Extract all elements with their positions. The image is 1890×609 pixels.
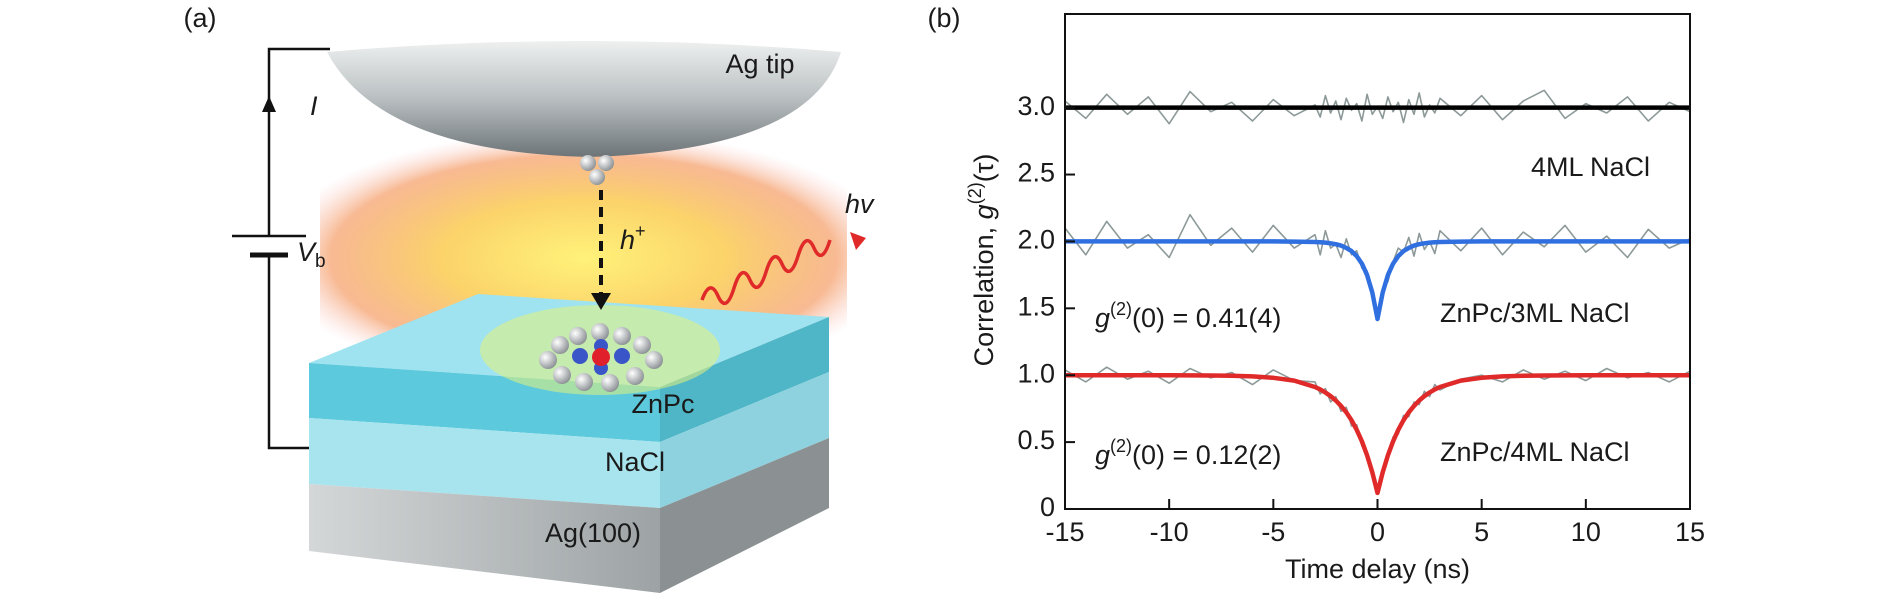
annotation: ZnPc/4ML NaCl — [1440, 437, 1630, 467]
x-tick-label: 5 — [1474, 517, 1489, 547]
voltage-label: Vb — [297, 237, 326, 272]
side-znpc — [660, 317, 829, 442]
y-tick-label: 1.0 — [1017, 358, 1055, 388]
wire — [267, 255, 309, 450]
y-label-var: g — [969, 204, 999, 219]
y-axis-label: Correlation, g(2)(τ) — [965, 154, 999, 367]
x-tick-label: -10 — [1150, 517, 1189, 547]
annotation: g(2)(0) = 0.41(4) — [1095, 299, 1281, 333]
x-tick-label: 0 — [1370, 517, 1385, 547]
x-tick-label: 15 — [1675, 517, 1705, 547]
photon-wave — [700, 238, 832, 306]
y-tick-label: 3.0 — [1017, 91, 1055, 121]
series-line — [1064, 366, 1691, 492]
tip — [327, 41, 841, 157]
hole-sup: + — [635, 221, 646, 241]
chart: -15 -10 -5 0 5 10 15 0 0.5 1.0 1.5 2.0 2.5 3.0 Time de… — [965, 13, 1705, 584]
series-line — [1065, 239, 1690, 322]
side-nacl — [660, 372, 829, 508]
annotation-sup: (2) — [1110, 299, 1132, 319]
x-tick-label: -15 — [1045, 517, 1084, 547]
layer-label: ZnPc — [631, 389, 694, 419]
wire — [267, 47, 330, 236]
hole-var: h — [620, 225, 635, 255]
photon-label: hv — [845, 189, 875, 219]
tip-label: Ag tip — [725, 49, 794, 79]
y-label-arg: (τ) — [969, 154, 999, 183]
y-tick-label: 0.5 — [1017, 425, 1055, 455]
ag-layer — [309, 484, 660, 593]
panel-label: (a) — [184, 3, 217, 33]
annotation-var: g — [1095, 303, 1110, 333]
tip-atoms — [580, 155, 614, 185]
plot-frame — [1064, 13, 1691, 510]
annotation-text: (0) = 0.41(4) — [1132, 303, 1281, 333]
annotation-sup: (2) — [1110, 436, 1132, 456]
nacl-layer — [309, 418, 660, 508]
molecule — [539, 323, 663, 392]
x-tick-label: 10 — [1571, 517, 1601, 547]
side-ag — [660, 438, 829, 593]
x-axis-label: Time delay (ns) — [1285, 554, 1470, 584]
annotation-var: g — [1095, 440, 1110, 470]
current-label: I — [310, 91, 318, 121]
photon-arrow — [850, 232, 866, 250]
y-tick-label: 0 — [1040, 492, 1055, 522]
layer-label: Ag(100) — [545, 518, 641, 548]
series-line — [1065, 372, 1690, 496]
annotation: ZnPc/3ML NaCl — [1440, 298, 1630, 328]
hole-label: h+ — [620, 221, 646, 255]
y-tick-label: 1.5 — [1017, 291, 1055, 321]
x-tick-label: -5 — [1261, 517, 1285, 547]
voltage-sub: b — [315, 251, 326, 272]
annotation: g(2)(0) = 0.12(2) — [1095, 436, 1281, 470]
y-tick-label: 2.0 — [1017, 225, 1055, 255]
y-tick-label: 2.5 — [1017, 158, 1055, 188]
diagram: (a) (b) Ag tip I Vb h+ hv ZnPc NaCl Ag(1… — [184, 3, 961, 593]
layer-label: NaCl — [605, 447, 665, 477]
y-label-text: Correlation, — [969, 219, 999, 366]
annotation-text: (0) = 0.12(2) — [1132, 440, 1281, 470]
arrow-head — [591, 293, 611, 310]
voltage-var: V — [297, 237, 318, 267]
current-arrow — [262, 96, 276, 112]
y-label-sup: (2) — [965, 182, 985, 204]
annotation: 4ML NaCl — [1531, 152, 1650, 182]
panel-label: (b) — [928, 3, 961, 33]
